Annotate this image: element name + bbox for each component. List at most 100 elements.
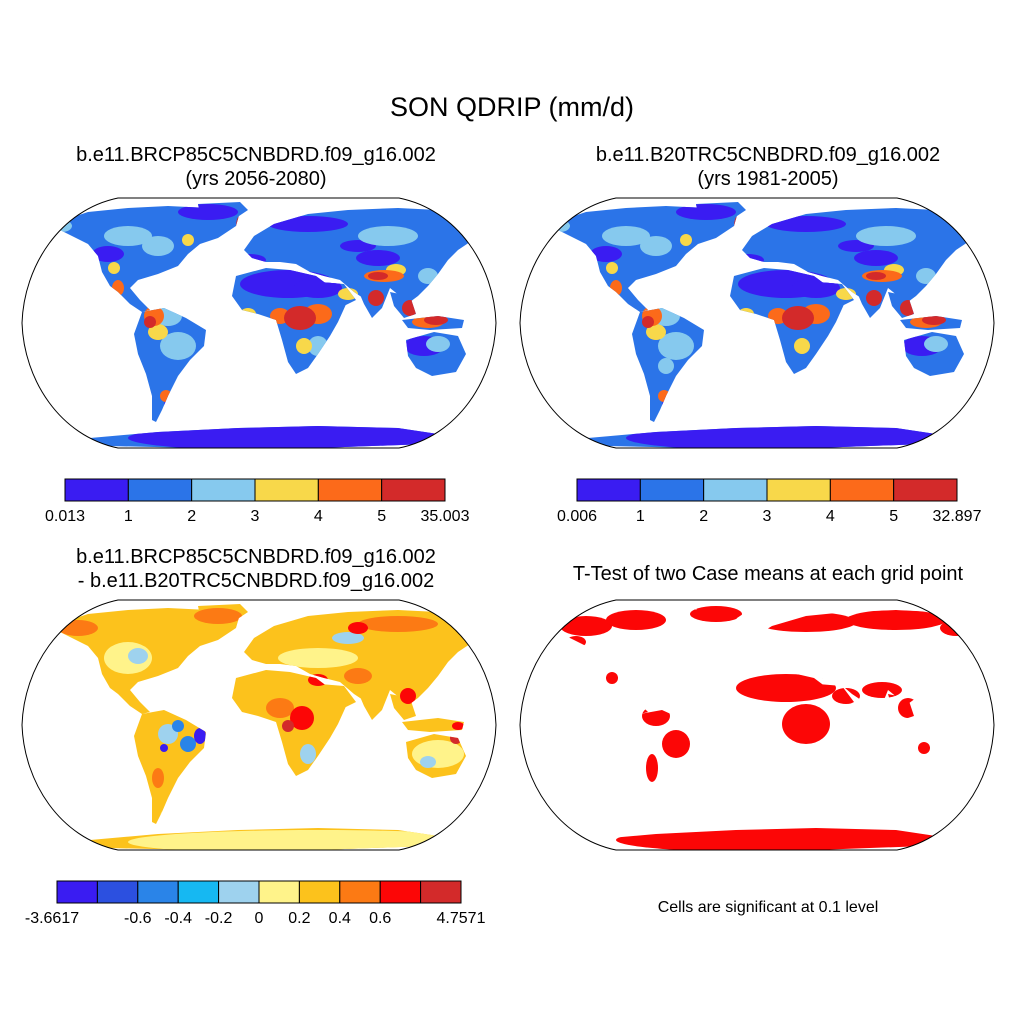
colorbar-swatch: [766, 478, 831, 502]
dry-region: [766, 216, 846, 232]
colorbar-swatch: [381, 478, 446, 502]
strong-drying-region: [194, 728, 206, 744]
moderate-region: [142, 236, 174, 256]
significant-cells: [918, 742, 930, 754]
slight-drying-region: [332, 632, 364, 644]
significant-cells: [782, 704, 830, 744]
slight-drying-region: [300, 744, 316, 764]
wetting-region: [152, 768, 164, 788]
colorbar-swatch: [829, 478, 895, 502]
wet-region: [296, 338, 312, 354]
panel-1-title-line2: (yrs 2056-2080): [185, 168, 327, 190]
colorbar-tick-label: 2: [699, 508, 708, 525]
colorbar-swatch: [379, 880, 422, 904]
panel-4-title: T-Test of two Case means at each grid po…: [572, 563, 964, 585]
wettest-region: [424, 315, 448, 325]
colorbar-swatch: [127, 478, 193, 502]
wettest-region: [642, 316, 654, 328]
moderate-region: [916, 268, 936, 284]
moderate-region: [418, 268, 438, 284]
colorbar-tick-label: 1: [124, 508, 133, 525]
wettest-region: [368, 290, 384, 306]
wettest-region: [922, 315, 946, 325]
panel-3-title: b.e11.BRCP85C5CNBDRD.f09_g16.002 - b.e11…: [6, 545, 506, 593]
colorbar-tick-label: 0: [255, 910, 264, 927]
colorbar-tick-label: 4.7571: [437, 910, 486, 927]
colorbar-tick-label: -0.6: [124, 910, 152, 927]
strong-wetting-region: [348, 622, 368, 634]
strong-wetting-region: [400, 688, 416, 704]
dry-region: [792, 278, 840, 298]
dry-region: [676, 204, 736, 220]
panel-2-title-line1: b.e11.B20TRC5CNBDRD.f09_g16.002: [595, 144, 941, 166]
wettest-region: [782, 306, 814, 330]
panel-2-title: b.e11.B20TRC5CNBDRD.f09_g16.002 (yrs 198…: [518, 143, 1018, 191]
panel-1-title-line1: b.e11.BRCP85C5CNBDRD.f09_g16.002: [76, 144, 436, 166]
dry-region: [92, 246, 124, 262]
colorbar-swatch: [218, 880, 260, 904]
significance-note: Cells are significant at 0.1 level: [657, 899, 879, 916]
colorbar-tick-label: 3: [251, 508, 260, 525]
significant-cells: [846, 610, 946, 630]
wettest-region: [144, 316, 156, 328]
colorbar-swatch: [177, 880, 220, 904]
colorbar-swatch: [576, 478, 641, 502]
dry-region: [356, 250, 400, 266]
colorbar-swatch: [703, 478, 768, 502]
moderate-region: [426, 336, 450, 352]
drying-region: [180, 736, 196, 752]
panel-3-title-line2: - b.e11.B20TRC5CNBDRD.f09_g16.002: [77, 570, 435, 592]
colorbar-tick-label: 4: [826, 508, 835, 525]
colorbar-swatch: [96, 880, 139, 904]
dry-region: [268, 216, 348, 232]
strong-wetting-region: [452, 722, 464, 730]
colorbar-swatch: [56, 880, 98, 904]
colorbar-tick-label: -0.4: [164, 910, 192, 927]
colorbar-swatch: [258, 880, 300, 904]
strongest-wetting-region: [282, 720, 294, 732]
colorbar-swatch: [137, 880, 179, 904]
moderate-region: [358, 226, 418, 246]
wettest-region: [866, 290, 882, 306]
drying-region: [172, 720, 184, 732]
colorbar-tick-label: 35.003: [421, 508, 470, 525]
significant-cells: [606, 672, 618, 684]
panel-3-colorbar: -3.6617 -0.6 -0.4 -0.2 0 0.2 0.4 0.6 4.7571: [25, 880, 486, 927]
wettest-region: [284, 306, 316, 330]
colorbar-tick-label: 0.013: [45, 508, 85, 525]
colorbar-swatch: [420, 880, 462, 904]
panel-3-map: [18, 598, 500, 852]
colorbar-tick-label: -0.2: [205, 910, 233, 927]
colorbar-tick-label: 0.2: [288, 910, 310, 927]
moderate-region: [658, 358, 674, 374]
colorbar-swatch: [298, 880, 341, 904]
dry-region: [590, 246, 622, 262]
colorbar-tick-label: 0.006: [557, 508, 597, 525]
panel-1-colorbar: 0.013 1 2 3 4 5 35.003: [45, 478, 470, 525]
wet-region: [148, 324, 168, 340]
panel-1-map: [18, 196, 500, 450]
moderate-region: [924, 336, 948, 352]
dry-region: [178, 204, 238, 220]
significant-cells: [606, 610, 666, 630]
strong-wetting-region: [290, 706, 314, 730]
near-zero-region: [278, 648, 358, 668]
wet-region: [646, 324, 666, 340]
wettest-region: [866, 272, 886, 280]
wettest-region: [368, 272, 388, 280]
panel-1-title: b.e11.BRCP85C5CNBDRD.f09_g16.002 (yrs 20…: [6, 143, 506, 191]
wetting-region: [344, 668, 372, 684]
significant-cells: [736, 674, 836, 702]
colorbar-tick-label: 5: [377, 508, 386, 525]
slight-drying-region: [420, 756, 436, 768]
moderate-region: [602, 226, 650, 246]
moderate-region: [160, 332, 196, 360]
colorbar-tick-label: 32.897: [933, 508, 982, 525]
strong-drying-region: [160, 744, 168, 752]
colorbar-swatch: [339, 880, 381, 904]
wetting-region: [194, 608, 242, 624]
slight-drying-region: [128, 648, 148, 664]
colorbar-swatch: [64, 478, 129, 502]
moderate-region: [856, 226, 916, 246]
colorbar-swatch: [254, 478, 319, 502]
